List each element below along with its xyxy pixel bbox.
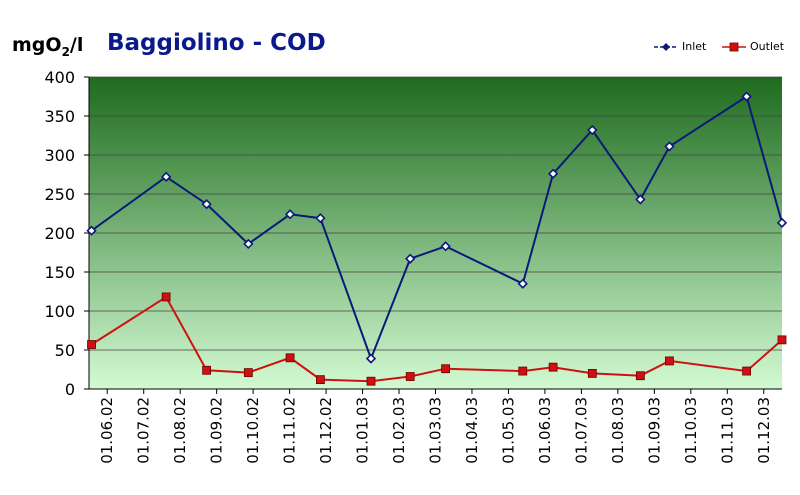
x-tick-label: 01.05.03 xyxy=(499,397,517,464)
y-tick-label: 100 xyxy=(44,302,75,321)
data-point-outlet xyxy=(665,356,674,366)
legend-swatch-outlet xyxy=(722,42,746,52)
data-point-outlet xyxy=(87,340,96,349)
x-tick-label: 01.11.03 xyxy=(718,397,736,464)
data-point-inlet xyxy=(664,141,675,152)
data-point-outlet xyxy=(635,371,645,381)
y-axis-unit-label: mgO2/l xyxy=(12,34,83,59)
series-line-inlet xyxy=(90,94,783,362)
data-point-inlet xyxy=(284,209,296,220)
x-tick-label: 01.03.03 xyxy=(427,397,445,464)
series-lines xyxy=(90,94,783,383)
y-tick-label: 250 xyxy=(44,185,75,204)
data-point-inlet xyxy=(315,213,326,224)
x-tick-label: 01.10.02 xyxy=(244,397,262,464)
y-tick-label: 50 xyxy=(55,341,75,360)
x-tick-label: 01.09.02 xyxy=(208,397,226,464)
chart-title: Baggiolino - COD xyxy=(107,30,326,56)
legend-item-inlet: Inlet xyxy=(652,40,706,57)
data-point-outlet xyxy=(777,335,787,345)
data-point-inlet xyxy=(547,168,559,179)
y-tick-label: 350 xyxy=(44,107,75,126)
x-tick-label: 01.11.02 xyxy=(281,397,299,464)
x-tick-label: 01.02.03 xyxy=(390,397,408,464)
data-point-outlet xyxy=(587,368,597,378)
data-point-outlet xyxy=(441,364,451,374)
data-point-inlet xyxy=(776,217,788,228)
data-point-inlet xyxy=(741,91,752,102)
y-tick-label: 200 xyxy=(44,224,75,243)
data-point-inlet xyxy=(517,278,528,289)
grid-lines xyxy=(89,76,782,351)
y-tick-label: 300 xyxy=(44,146,75,165)
x-tick-label: 01.12.03 xyxy=(755,397,773,464)
x-tick-label: 01.06.02 xyxy=(98,397,116,464)
unit-prefix: mgO xyxy=(12,34,62,56)
data-point-outlet xyxy=(285,353,295,363)
data-point-inlet xyxy=(86,225,97,236)
x-tick-label: 01.06.03 xyxy=(536,397,554,464)
data-point-inlet xyxy=(587,124,598,136)
y-tick-label: 400 xyxy=(44,68,75,87)
data-point-outlet xyxy=(366,376,376,386)
x-tick-label: 01.07.02 xyxy=(135,397,153,464)
x-tick-label: 01.10.03 xyxy=(682,397,700,464)
data-point-outlet xyxy=(243,368,253,378)
y-tick-label: 150 xyxy=(44,263,75,282)
legend-item-outlet: Outlet xyxy=(720,40,784,57)
data-point-inlet xyxy=(635,194,646,205)
x-tick-label: 01.08.02 xyxy=(171,397,189,464)
data-point-inlet xyxy=(161,171,172,182)
data-point-outlet xyxy=(548,362,558,372)
y-tick-labels: 0 50 100 150 200 250 300 350 400 xyxy=(44,68,89,399)
series-markers xyxy=(86,91,788,386)
data-point-outlet xyxy=(405,372,415,381)
legend-label-outlet: Outlet xyxy=(750,40,785,53)
data-point-inlet xyxy=(405,253,416,264)
x-tick-label: 01.08.03 xyxy=(609,397,627,464)
series-line-outlet xyxy=(90,295,783,383)
x-tick-label: 01.01.03 xyxy=(354,397,372,464)
x-tick-label: 01.04.03 xyxy=(463,397,481,464)
x-tick-label: 01.07.03 xyxy=(572,397,590,464)
data-point-inlet xyxy=(365,353,377,364)
data-point-outlet xyxy=(202,365,212,375)
x-tick-label: 01.09.03 xyxy=(645,397,663,464)
legend-swatch-inlet xyxy=(654,43,678,51)
data-point-outlet xyxy=(316,375,325,385)
unit-subscript: 2 xyxy=(61,44,70,59)
data-point-outlet xyxy=(518,366,528,376)
x-tick-labels: 01.06.02 01.07.02 01.08.02 01.09.02 01.10.02… xyxy=(98,389,773,464)
data-point-inlet xyxy=(440,241,451,252)
y-tick-label: 0 xyxy=(65,380,75,399)
data-point-inlet xyxy=(201,199,212,210)
legend-label-inlet: Inlet xyxy=(682,40,707,53)
data-point-inlet xyxy=(243,238,254,250)
data-point-outlet xyxy=(742,366,751,376)
x-tick-label: 01.12.02 xyxy=(317,397,335,464)
unit-suffix: /l xyxy=(69,34,84,56)
data-point-outlet xyxy=(161,292,171,302)
